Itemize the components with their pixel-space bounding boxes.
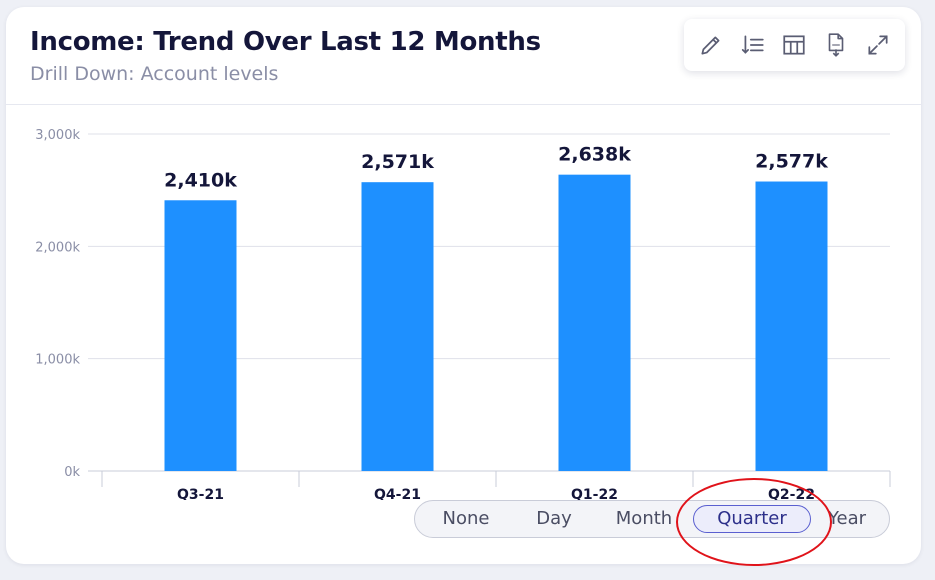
sort-button[interactable] xyxy=(738,30,768,60)
data-label: 2,638k xyxy=(558,144,631,166)
granularity-month[interactable]: Month xyxy=(615,508,673,529)
granularity-selector: None Day Month Quarter Year xyxy=(414,500,890,538)
x-tick-label[interactable]: Q1-22 xyxy=(571,487,618,500)
y-tick-label: 3,000k xyxy=(35,128,80,143)
sort-icon xyxy=(741,35,764,54)
bar xyxy=(164,200,237,471)
granularity-day[interactable]: Day xyxy=(536,508,572,529)
y-tick-label: 1,000k xyxy=(35,353,80,368)
table-view-button[interactable] xyxy=(779,30,809,60)
granularity-quarter[interactable]: Quarter xyxy=(693,505,811,533)
pdf-export-icon xyxy=(829,33,844,57)
chart-subtitle: Drill Down: Account levels xyxy=(30,63,279,85)
data-label: 2,577k xyxy=(755,151,828,173)
data-label: 2,410k xyxy=(164,169,237,191)
edit-button[interactable] xyxy=(696,30,726,60)
pencil-icon xyxy=(701,36,720,55)
bar xyxy=(558,174,631,471)
bar xyxy=(755,181,828,471)
y-tick-label: 2,000k xyxy=(35,240,80,255)
x-tick-label[interactable]: Q2-22 xyxy=(768,487,815,500)
expand-icon xyxy=(868,35,888,55)
granularity-year[interactable]: Year xyxy=(827,508,867,529)
export-pdf-button[interactable] xyxy=(821,30,851,60)
bar-chart: 0k 1,000k 2,000k 3,000k 2,410k Q3-21 2,571k Q4-… xyxy=(35,128,891,500)
x-tick-label[interactable]: Q4-21 xyxy=(374,487,421,500)
fullscreen-button[interactable] xyxy=(863,30,893,60)
chart-title: Income: Trend Over Last 12 Months xyxy=(30,27,541,57)
header-divider xyxy=(6,104,921,105)
y-tick-label: 0k xyxy=(64,465,80,480)
table-icon xyxy=(783,35,806,55)
chart-toolbar xyxy=(684,19,905,71)
data-label: 2,571k xyxy=(361,151,434,173)
granularity-none[interactable]: None xyxy=(442,508,490,529)
x-tick-label[interactable]: Q3-21 xyxy=(177,487,224,500)
bar xyxy=(361,182,434,472)
